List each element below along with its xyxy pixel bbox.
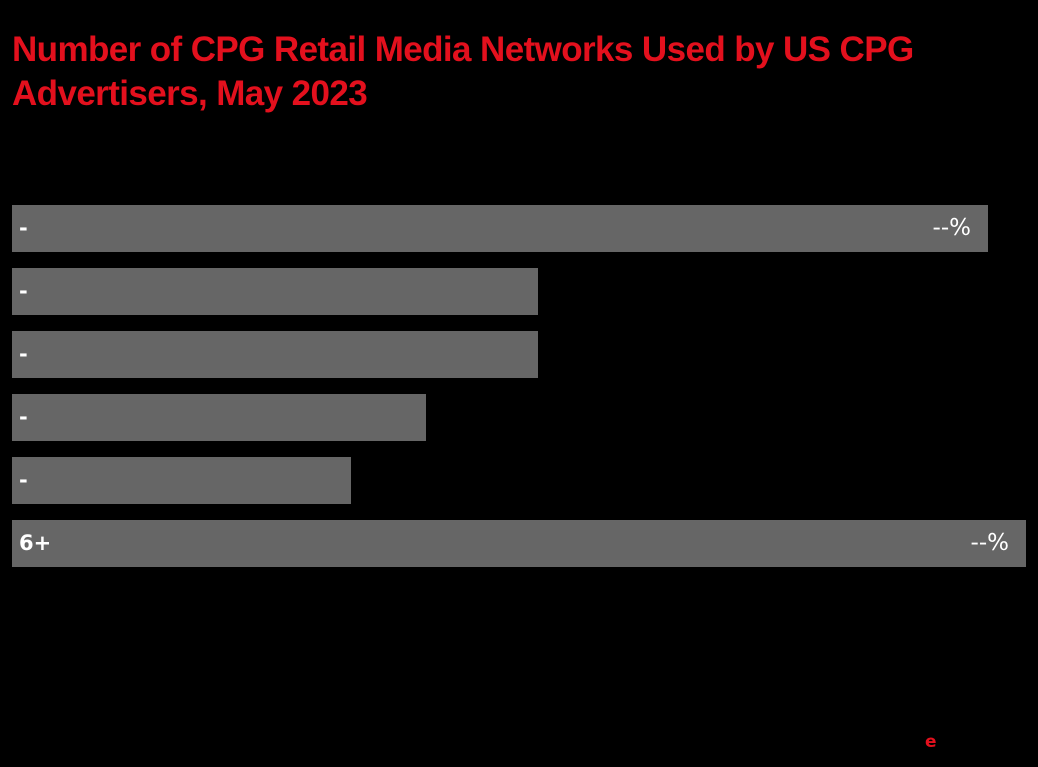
bar-row: 6+ --% <box>12 520 1026 567</box>
bar: - <box>12 394 426 441</box>
bar-chart: - --% - - - - 6+ --% <box>12 205 1026 583</box>
bar: - <box>12 268 538 315</box>
bar-value-label: --% <box>932 215 971 241</box>
bar-row: - <box>12 268 1026 315</box>
bar: 6+ --% <box>12 520 1026 567</box>
bar-category-label: 6+ <box>19 531 52 555</box>
bar: - <box>12 457 351 504</box>
bar-category-label: - <box>19 279 28 303</box>
bar-row: - --% <box>12 205 1026 252</box>
bar-category-label: - <box>19 216 28 240</box>
bar-category-label: - <box>19 468 28 492</box>
brand-logo-icon: e <box>925 732 937 752</box>
bar-row: - <box>12 331 1026 378</box>
chart-title: Number of CPG Retail Media Networks Used… <box>12 30 914 113</box>
bar: - <box>12 331 538 378</box>
bar-row: - <box>12 457 1026 504</box>
bar: - --% <box>12 205 988 252</box>
bar-category-label: - <box>19 405 28 429</box>
bar-category-label: - <box>19 342 28 366</box>
bar-value-label: --% <box>970 530 1009 556</box>
bar-row: - <box>12 394 1026 441</box>
